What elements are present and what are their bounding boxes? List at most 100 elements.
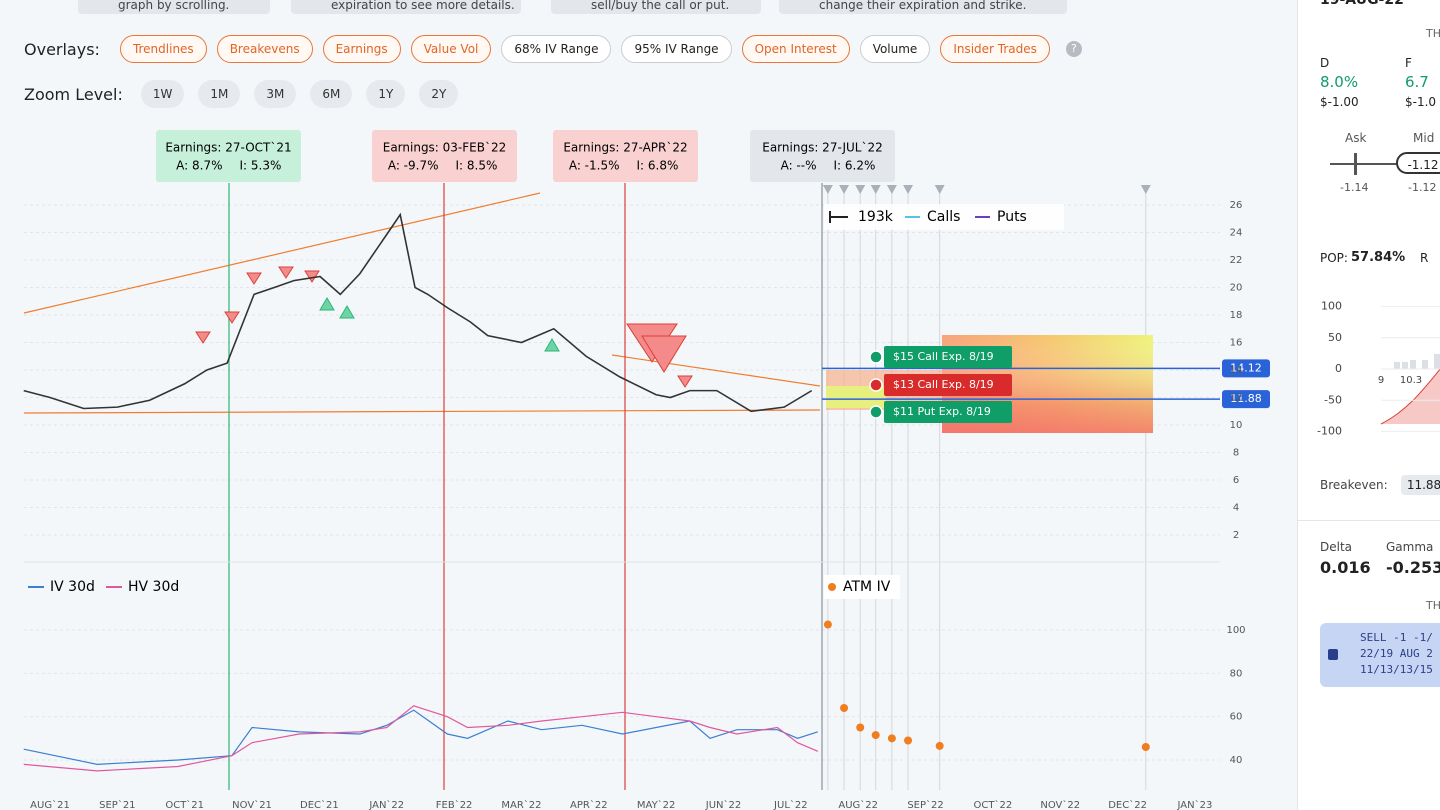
leg-handle <box>869 405 883 419</box>
earnings-implied: I: 6.2% <box>834 159 876 173</box>
order-line: 22/19 AUG 2 <box>1360 647 1433 660</box>
breakeven-value: 11.88 <box>1401 475 1440 495</box>
zoom-button[interactable]: 2Y <box>419 80 459 108</box>
price-pill[interactable]: -1.12 <box>1396 152 1440 174</box>
mid-value: -1.12 <box>1408 181 1437 194</box>
overlays-label: Overlays: <box>24 39 100 59</box>
level-tag <box>1222 390 1270 409</box>
y-tick-label: 14 <box>1230 365 1243 376</box>
section-head: TH <box>1426 599 1440 612</box>
trendline <box>23 192 541 314</box>
expiration-marker <box>934 185 945 194</box>
order-box[interactable]: SELL -1 -1/ 22/19 AUG 2 11/13/13/15 <box>1320 623 1440 687</box>
expiration-marker <box>822 185 833 194</box>
overlay-toggle[interactable]: Insider Trades <box>940 35 1050 63</box>
zoom-button[interactable]: 1Y <box>366 80 406 108</box>
y-tick-label: 22 <box>1230 255 1243 266</box>
overlay-toggle[interactable]: Earnings <box>322 35 401 63</box>
x-tick-label: 10.3 <box>1400 375 1422 386</box>
x-tick-label: OCT`22 <box>974 799 1013 810</box>
overlay-toggle[interactable]: Volume <box>859 35 931 63</box>
leg-handle <box>869 378 883 392</box>
hint: sell/buy the call or put. <box>551 0 761 14</box>
overlay-toggle[interactable]: 95% IV Range <box>621 35 732 63</box>
leg-label[interactable]: $15 Call Exp. 8/19 <box>893 350 994 363</box>
leg-handle <box>869 350 883 364</box>
calls-legend: Calls <box>927 209 960 225</box>
atm-iv-point <box>823 620 832 629</box>
volume-legend: 193k <box>858 209 894 225</box>
col-amt: $-1.00 <box>1320 95 1359 109</box>
earnings-title: Earnings: 03-FEB`22 <box>383 141 507 155</box>
x-tick-label: OCT`21 <box>165 799 204 810</box>
ask-label: Ask <box>1345 131 1367 145</box>
earnings-implied: I: 5.3% <box>240 159 282 173</box>
puts-legend: Puts <box>997 209 1027 225</box>
mid-label: Mid <box>1413 131 1435 145</box>
leg-label-bg <box>884 346 1012 368</box>
breakeven-label: Breakeven: <box>1320 478 1388 492</box>
zoom-button[interactable]: 6M <box>310 80 353 108</box>
pop-value: 57.84% <box>1351 250 1406 265</box>
earnings-actual: A: -9.7% <box>388 159 439 173</box>
col-pct: 8.0% <box>1320 73 1359 91</box>
y-tick-label: 40 <box>1230 755 1243 766</box>
legend-label: ATM IV <box>843 579 891 595</box>
atm-iv-point <box>871 731 880 740</box>
legend-label: IV 30d <box>50 579 95 595</box>
leg-label[interactable]: $11 Put Exp. 8/19 <box>893 405 991 418</box>
zoom-button[interactable]: 3M <box>254 80 297 108</box>
expiration-marker <box>886 185 897 194</box>
slider-thumb <box>1354 153 1357 175</box>
x-tick-label: JAN`23 <box>1177 799 1213 810</box>
atm-iv-point <box>935 741 944 750</box>
x-tick-label: DEC`22 <box>1108 799 1147 810</box>
slider-track <box>1330 163 1440 165</box>
overlay-toggle[interactable]: Open Interest <box>741 35 850 63</box>
y-tick-label: -50 <box>1324 393 1342 406</box>
y-tick-label: 80 <box>1230 668 1243 679</box>
x-tick-label: MAR`22 <box>501 799 541 810</box>
overlay-toggle[interactable]: 68% IV Range <box>501 35 612 63</box>
trendline <box>23 409 821 414</box>
x-tick-label: DEC`21 <box>300 799 339 810</box>
copy-icon <box>1328 649 1338 660</box>
y-tick-label: 2 <box>1233 530 1239 541</box>
ask-value: -1.14 <box>1340 181 1369 194</box>
y-tick-label: 18 <box>1230 310 1243 321</box>
help-icon[interactable]: ? <box>1065 41 1082 57</box>
overlays-row: Overlays: Trendlines Breakevens Earnings Va… <box>24 35 1082 63</box>
y-tick-label: 100 <box>1321 300 1342 313</box>
overlay-toggle[interactable]: Breakevens <box>216 35 313 63</box>
earnings-title: Earnings: 27-OCT`21 <box>165 141 291 155</box>
overlay-toggle[interactable]: Value Vol <box>410 35 492 63</box>
hint: expiration to see more details. <box>291 0 521 14</box>
leg-label-bg <box>884 374 1012 396</box>
expiration-marker <box>1140 185 1151 194</box>
y-tick-label: 0 <box>1335 362 1342 375</box>
x-tick-label: AUG`21 <box>30 799 70 810</box>
earnings-box <box>750 130 895 182</box>
zoom-button[interactable]: 1W <box>140 80 185 108</box>
order-line: 11/13/13/15 <box>1360 663 1433 676</box>
earnings-actual: A: 8.7% <box>176 159 222 173</box>
y-tick-label: 16 <box>1230 338 1243 349</box>
x-tick-label: JAN`22 <box>368 799 404 810</box>
earnings-box <box>553 130 698 182</box>
section-head: TH <box>1426 27 1440 40</box>
col-pct: 6.7 <box>1405 73 1429 91</box>
mini-curve <box>1380 368 1440 425</box>
overlay-toggle[interactable]: Trendlines <box>119 35 207 63</box>
earnings-title: Earnings: 27-JUL`22 <box>762 141 882 155</box>
legend-swatch <box>828 583 836 591</box>
y-tick-label: 8 <box>1233 448 1239 459</box>
expiry: 19-AUG-22 <box>1320 0 1404 8</box>
greek-label: Gamma <box>1386 540 1434 554</box>
x-tick-label: JUL`22 <box>773 799 808 810</box>
zoom-button[interactable]: 1M <box>198 80 241 108</box>
x-tick-label: JUN`22 <box>705 799 741 810</box>
leg-label[interactable]: $13 Call Exp. 8/19 <box>893 378 994 391</box>
legend-label: HV 30d <box>128 579 179 595</box>
x-tick-label: 9 <box>1378 375 1384 386</box>
